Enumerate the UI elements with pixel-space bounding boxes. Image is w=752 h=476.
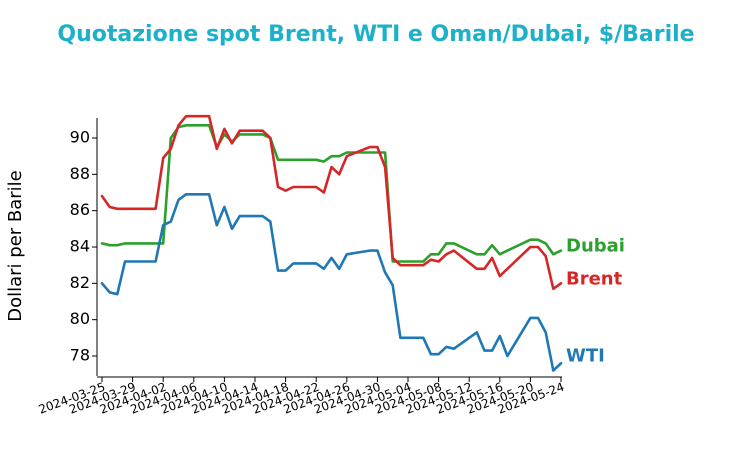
series-lines [100, 114, 563, 372]
series-label-wti: WTI [566, 345, 605, 366]
y-tick-label-78: 78 [70, 346, 90, 365]
y-tick-label-84: 84 [70, 237, 90, 256]
y-axis-label: Dollari per Barile [5, 170, 26, 322]
series-line-brent [100, 114, 563, 291]
series-labels: Dubai Brent WTI [566, 236, 625, 367]
y-tick-label-82: 82 [70, 273, 90, 292]
y-tick-label-86: 86 [70, 200, 90, 219]
chart-title: Quotazione spot Brent, WTI e Oman/Dubai,… [57, 22, 695, 47]
y-tick-label-88: 88 [70, 164, 90, 183]
series-label-dubai: Dubai [566, 236, 625, 257]
y-tick-label-90: 90 [70, 127, 90, 146]
series-line-wti [100, 193, 563, 372]
series-label-brent: Brent [566, 268, 623, 289]
series-line-dubai [100, 124, 563, 263]
y-tick-label-80: 80 [70, 309, 90, 328]
